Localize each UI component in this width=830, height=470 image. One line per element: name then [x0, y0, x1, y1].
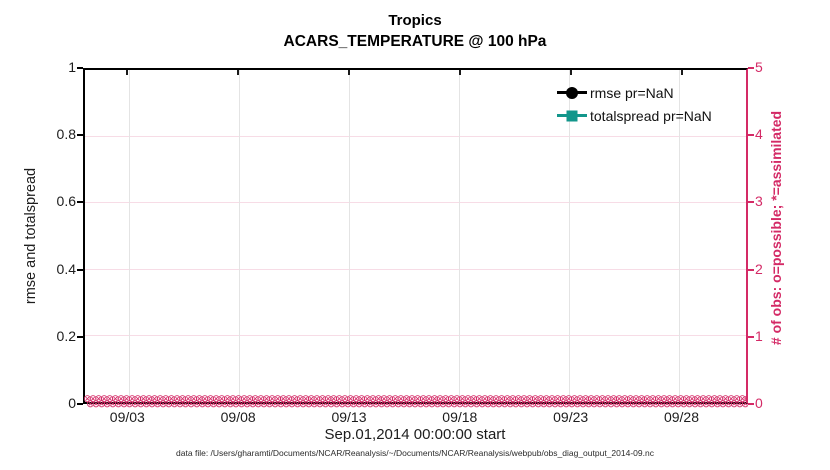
y-tick-label-left: 0.4 [56, 260, 76, 277]
x-tick-top [569, 70, 572, 75]
data-file-annotation: data file: /Users/gharamti/Documents/NCA… [176, 448, 654, 458]
y-tick-label-left: 0 [68, 395, 76, 411]
title-block: Tropics ACARS_TEMPERATURE @ 100 hPa [0, 11, 830, 52]
x-grid-line [128, 70, 130, 402]
y-tick-label-right: 1 [755, 327, 763, 344]
x-grid-line [679, 70, 681, 402]
x-tick-top [680, 70, 683, 75]
y-tick-label-left: 0.2 [56, 327, 76, 344]
y-tick-right [748, 67, 754, 69]
legend-marker-square [566, 110, 578, 121]
plot-area: rmse pr=NaN totalspread pr=NaN ⊗⊗⊗⊗⊗⊗⊗⊗⊗⊗… [83, 68, 748, 409]
x-tick-top [237, 70, 240, 75]
y-tick-label-right: 5 [755, 59, 763, 75]
x-grid-line [348, 70, 350, 402]
plot-title: Tropics [388, 12, 442, 29]
x-tick-label: 09/28 [663, 409, 700, 425]
y-tick-left [77, 403, 83, 405]
obs-zero-band: ⊗⊗⊗⊗⊗⊗⊗⊗⊗⊗⊗⊗⊗⊗⊗⊗⊗⊗⊗⊗⊗⊗⊗⊗⊗⊗⊗⊗⊗⊗⊗⊗⊗⊗⊗⊗⊗⊗⊗⊗… [83, 395, 748, 410]
x-tick-label: 09/03 [109, 409, 145, 425]
x-tick-label: 09/13 [331, 409, 367, 425]
y-tick-label-right: 0 [755, 395, 763, 411]
legend-marker-circle [566, 86, 578, 99]
plot-subtitle: ACARS_TEMPERATURE @ 100 hPa [283, 33, 547, 50]
legend: rmse pr=NaN totalspread pr=NaN [557, 81, 712, 127]
y-tick-left [77, 201, 83, 204]
y-tick-label-left: 0.6 [56, 193, 76, 210]
x-tick-label: 09/08 [220, 409, 256, 425]
y-tick-right [748, 403, 754, 405]
legend-line [557, 86, 587, 99]
x-tick-label: 09/18 [442, 409, 478, 425]
x-axis-label: Sep.01,2014 00:00:00 start [324, 426, 506, 443]
x-grid-line [459, 70, 461, 402]
y-tick-right [748, 335, 754, 338]
x-tick-top [458, 70, 461, 75]
y-axis-label-right: # of obs: o=possible; *=assimilated [768, 110, 784, 346]
y-tick-label-left: 0.8 [56, 126, 76, 143]
y-grid-line [85, 335, 746, 337]
y-grid-line [85, 268, 746, 270]
y-tick-right [748, 201, 754, 204]
legend-item: rmse pr=NaN [557, 81, 712, 104]
y-tick-label-left: 1 [68, 59, 76, 75]
y-tick-right [748, 134, 754, 137]
y-tick-left [77, 134, 83, 137]
y-axis-label-left: rmse and totalspread [23, 167, 39, 305]
legend-label: rmse pr=NaN [590, 84, 674, 101]
y-tick-label-right: 2 [755, 260, 763, 277]
legend-line [557, 110, 587, 121]
obs-marker-row: ⊗⊗⊗⊗⊗⊗⊗⊗⊗⊗⊗⊗⊗⊗⊗⊗⊗⊗⊗⊗⊗⊗⊗⊗⊗⊗⊗⊗⊗⊗⊗⊗⊗⊗⊗⊗⊗⊗⊗⊗… [83, 395, 748, 405]
x-tick-top [348, 70, 350, 75]
obs-marker-row: ⊗⊗⊗⊗⊗⊗⊗⊗⊗⊗⊗⊗⊗⊗⊗⊗⊗⊗⊗⊗⊗⊗⊗⊗⊗⊗⊗⊗⊗⊗⊗⊗⊗⊗⊗⊗⊗⊗⊗⊗… [86, 398, 748, 410]
x-grid-line [238, 70, 240, 402]
x-tick-top [126, 70, 129, 75]
y-tick-left [77, 335, 83, 338]
y-tick-right [748, 268, 754, 271]
x-tick-label: 09/23 [553, 409, 589, 425]
y-tick-left [77, 67, 83, 69]
legend-item: totalspread pr=NaN [557, 104, 712, 127]
y-tick-left [77, 268, 83, 271]
y-tick-label-right: 3 [755, 193, 763, 210]
x-grid-line [569, 70, 571, 402]
y-grid-line [85, 202, 746, 204]
y-grid-line [85, 135, 746, 137]
y-tick-label-right: 4 [755, 126, 763, 143]
legend-label: totalspread pr=NaN [590, 107, 712, 124]
